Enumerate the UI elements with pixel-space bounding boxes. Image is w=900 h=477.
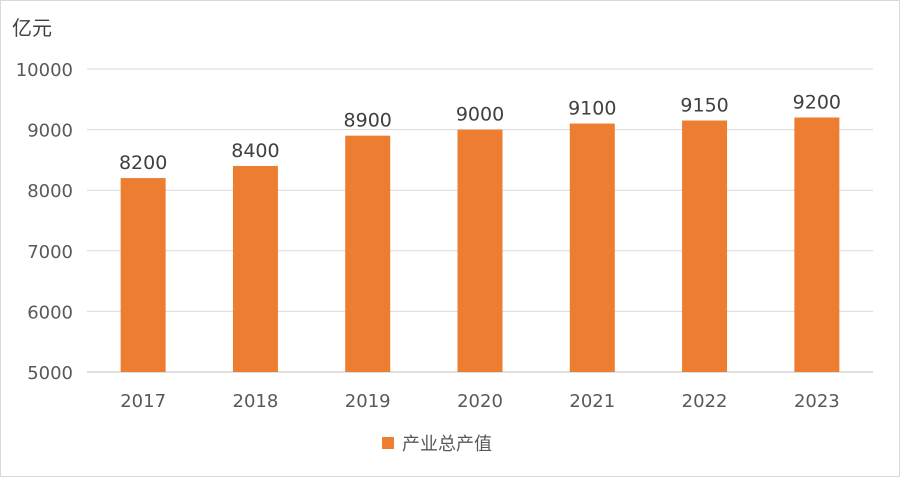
data-label: 8400 bbox=[231, 140, 279, 162]
legend: 产业总产值 bbox=[382, 430, 492, 456]
x-tick-label: 2021 bbox=[569, 391, 615, 412]
y-tick-label: 7000 bbox=[27, 242, 73, 263]
data-label: 9200 bbox=[793, 91, 841, 113]
bar bbox=[569, 123, 615, 372]
y-tick-label: 9000 bbox=[27, 121, 73, 142]
x-tick-label: 2020 bbox=[457, 391, 503, 412]
data-label: 9000 bbox=[456, 104, 504, 126]
x-tick-label: 2019 bbox=[345, 391, 391, 412]
legend-label: 产业总产值 bbox=[402, 434, 492, 455]
y-tick-label: 6000 bbox=[27, 302, 73, 323]
data-label: 8900 bbox=[344, 110, 392, 132]
legend-swatch bbox=[382, 437, 394, 449]
y-tick-label: 5000 bbox=[27, 363, 73, 384]
y-tick-label: 8000 bbox=[27, 181, 73, 202]
bar bbox=[345, 135, 391, 372]
bar bbox=[794, 117, 840, 372]
bar bbox=[457, 129, 503, 372]
y-axis-unit-label: 亿元 bbox=[12, 16, 52, 40]
data-label: 8200 bbox=[119, 152, 167, 174]
data-label: 9150 bbox=[680, 95, 728, 117]
y-tick-label: 10000 bbox=[16, 60, 73, 81]
x-tick-label: 2017 bbox=[120, 391, 166, 412]
x-tick-label: 2018 bbox=[233, 391, 279, 412]
x-tick-label: 2023 bbox=[794, 391, 840, 412]
data-label: 9100 bbox=[568, 98, 616, 120]
bar bbox=[120, 178, 166, 372]
bar bbox=[682, 120, 728, 372]
x-tick-label: 2022 bbox=[682, 391, 728, 412]
bar bbox=[232, 165, 278, 372]
